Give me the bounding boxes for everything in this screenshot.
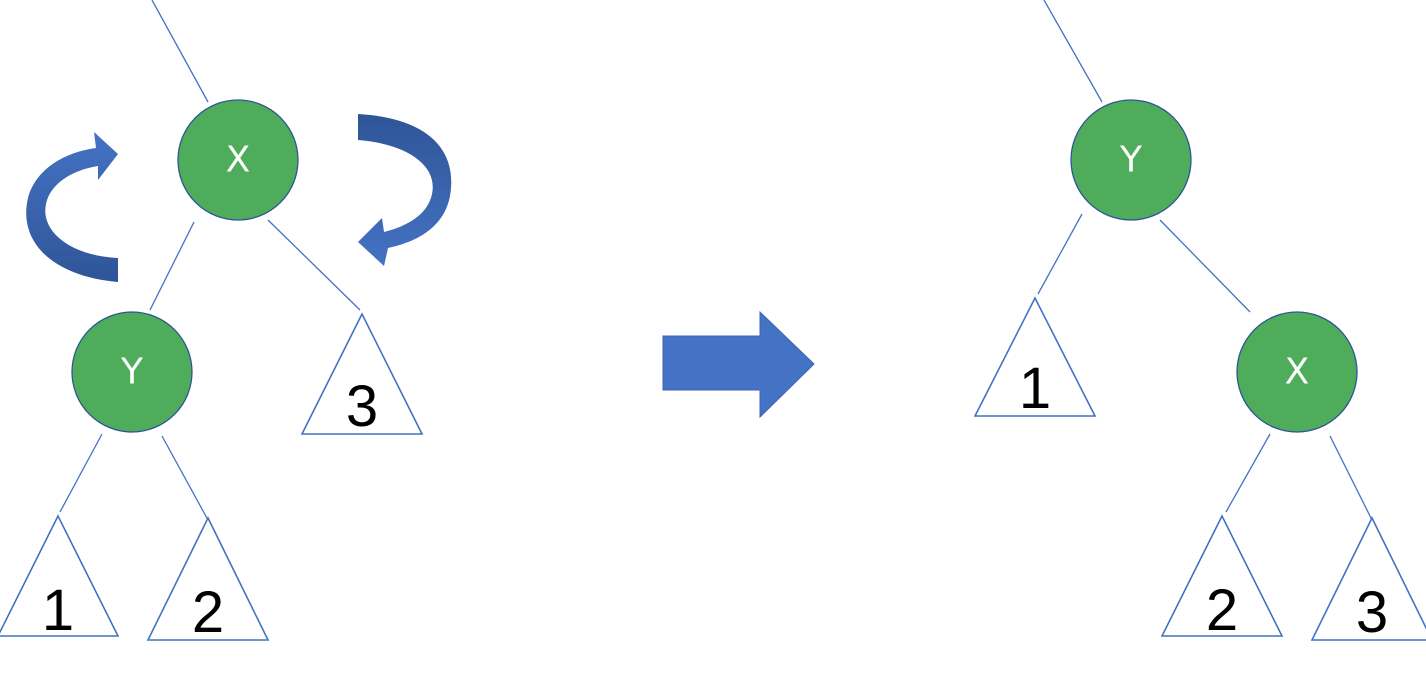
- edge-root-to-x: [151, 0, 209, 103]
- edge-x-to-subtree-3: [267, 219, 361, 311]
- subtree-2-label: 2: [192, 580, 224, 645]
- subtree-3-triangle: [300, 312, 424, 435]
- edge-x-to-subtree-3: [1329, 435, 1373, 521]
- edge-y-to-subtree-1: [59, 433, 103, 513]
- node-x-after-circle: [1236, 311, 1358, 433]
- edge-y-to-subtree-2: [161, 435, 209, 521]
- curved-arrow-counterclockwise-icon: [26, 132, 118, 282]
- subtree-1-after: 1: [973, 296, 1097, 421]
- block-arrow-right-icon: [662, 310, 815, 419]
- subtree-3-after: 3: [1310, 516, 1426, 645]
- node-x-after: X: [1236, 311, 1358, 433]
- node-y-after-label: Y: [1119, 140, 1143, 181]
- subtree-3: 3: [300, 312, 424, 439]
- subtree-1-label: 1: [42, 578, 74, 643]
- edge-x-to-y: [149, 221, 195, 311]
- subtree-3-label: 3: [346, 374, 378, 439]
- subtree-2: 2: [146, 516, 270, 645]
- node-y-label: Y: [120, 352, 144, 393]
- tree-before: X Y 3 1 2: [0, 0, 452, 645]
- edge-y-to-subtree-1: [1037, 213, 1083, 295]
- node-y: Y: [71, 311, 193, 433]
- edge-x-to-subtree-2: [1225, 433, 1271, 513]
- subtree-2-after-triangle: [1160, 514, 1284, 637]
- node-x-label: X: [226, 140, 251, 181]
- edge-y-to-x: [1159, 219, 1251, 313]
- subtree-2-triangle: [146, 516, 270, 641]
- subtree-1-after-label: 1: [1019, 356, 1051, 421]
- subtree-1-after-triangle: [973, 296, 1097, 417]
- node-x: X: [177, 99, 299, 221]
- node-x-circle: [177, 99, 299, 221]
- curved-arrow-clockwise-icon: [358, 114, 452, 266]
- node-y-circle: [71, 311, 193, 433]
- node-y-after-circle: [1070, 99, 1192, 221]
- edge-root-to-y: [1043, 0, 1103, 103]
- node-y-after: Y: [1070, 99, 1192, 221]
- subtree-3-after-triangle: [1310, 516, 1426, 641]
- tree-after: Y X 1 2 3: [973, 0, 1426, 645]
- subtree-2-after-label: 2: [1206, 578, 1238, 643]
- subtree-1-triangle: [0, 514, 120, 637]
- node-x-after-label: X: [1285, 352, 1310, 393]
- subtree-2-after: 2: [1160, 514, 1284, 643]
- subtree-3-after-label: 3: [1356, 580, 1388, 645]
- subtree-1: 1: [0, 514, 120, 643]
